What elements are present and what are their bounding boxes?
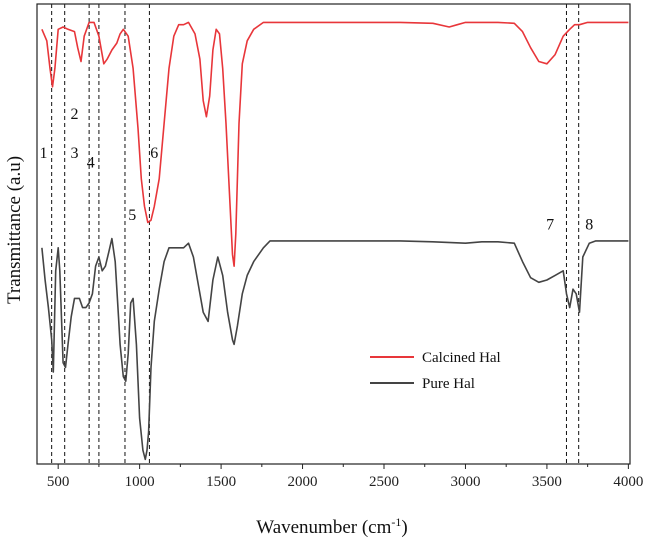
peak-label-2: 2 — [70, 106, 78, 123]
peak-labels: 1 2 34 5 6 7 8 — [40, 106, 594, 233]
x-tick-label: 2000 — [288, 474, 318, 490]
series-line-pure-hal — [41, 237, 629, 461]
x-axis-ticks: 500 1000 1500 2000 2500 3000 3500 4000 — [47, 464, 643, 490]
peak-label-5: 5 — [128, 207, 136, 224]
peak-label-1: 1 — [40, 145, 48, 162]
x-tick-label: 3500 — [532, 474, 562, 490]
peak-label-3: 3 — [70, 145, 78, 162]
x-tick-label: 1500 — [206, 474, 236, 490]
series-line-calcined-hal — [41, 21, 629, 267]
legend-label-pure: Pure Hal — [422, 376, 475, 392]
x-tick-label: 3000 — [450, 474, 480, 490]
x-tick-label: 2500 — [369, 474, 399, 490]
peak-label-7: 7 — [546, 216, 554, 233]
peak-label-6: 6 — [150, 145, 158, 162]
series-lines — [41, 21, 629, 461]
peak-label-8: 8 — [585, 216, 593, 233]
legend: Calcined Hal Pure Hal — [370, 350, 501, 392]
y-axis-title: Transmittance (a.u) — [4, 156, 25, 304]
reference-lines — [51, 4, 580, 464]
legend-label-calcined: Calcined Hal — [422, 350, 501, 366]
peak-label-4: 4 — [87, 154, 95, 171]
x-tick-label: 1000 — [125, 474, 155, 490]
x-tick-label: 500 — [47, 474, 70, 490]
plot-frame — [36, 3, 631, 465]
x-tick-label: 4000 — [613, 474, 643, 490]
x-axis-title: Wavenumber (cm-1) — [256, 515, 407, 538]
